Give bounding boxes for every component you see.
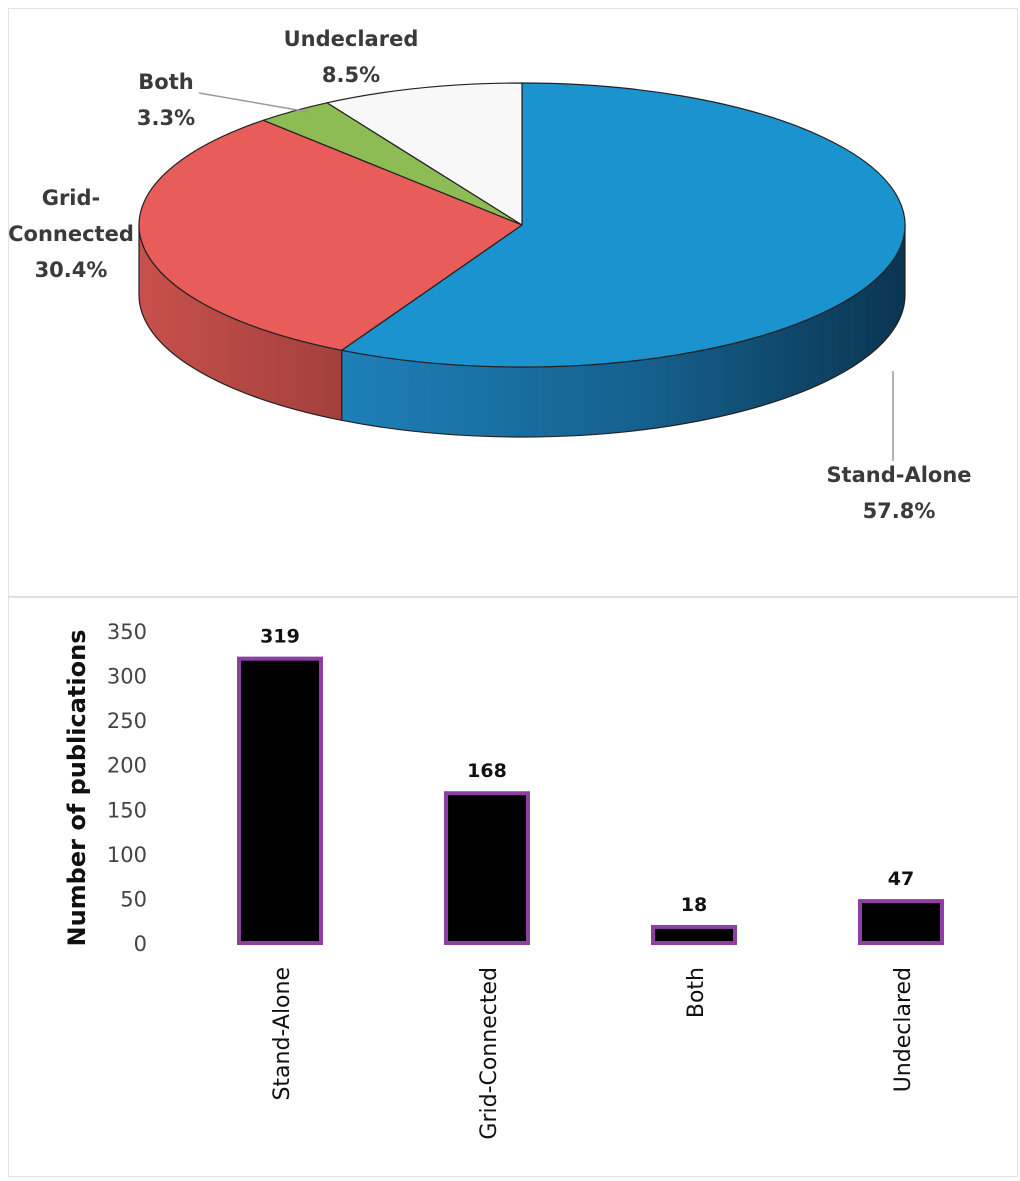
pie-chart-panel: Stand-Alone 57.8% Grid-Connected 30.4% Both 3… <box>8 8 1018 597</box>
leader-line-both <box>198 92 310 113</box>
pie-slice-undeclared <box>326 82 523 226</box>
pie-chart: Stand-Alone 57.8% Grid-Connected 30.4%Both 3… <box>8 27 971 523</box>
bar-value-label: 319 <box>260 626 300 648</box>
x-tick-label-undeclared: Undeclared <box>891 967 916 1092</box>
bar-chart-panel: 350 300 250 200 150 100 50 0 Number of publicati… <box>8 597 1018 1177</box>
pie-label-undeclared: Undeclared 8.5% <box>284 27 419 87</box>
pie-label-grid-connected: Grid-Connected 30.4% <box>9 186 134 282</box>
y-tick-label: 0 <box>134 932 147 956</box>
pie-slice-grid-connected <box>138 119 523 351</box>
x-tick-label-both: Both <box>684 967 709 1018</box>
bar-undeclared <box>858 899 944 945</box>
y-tick-label: 50 <box>120 887 147 911</box>
bar-value-label: 168 <box>467 760 507 782</box>
pie-label-stand-alone: Stand-Alone 57.8% <box>826 463 971 523</box>
bar-value-label: 18 <box>681 894 707 916</box>
bar-value-label: 47 <box>888 868 914 890</box>
y-tick-label: 350 <box>107 620 147 644</box>
bar-grid-connected <box>444 791 530 945</box>
y-axis-label: Number of publications <box>63 630 91 947</box>
bar-chart: 350 300 250 200 150 100 50 0 Number of publicati… <box>63 620 944 1140</box>
bar-stand-alone <box>237 656 323 946</box>
pie-label-both: Both 3.3% <box>137 70 195 130</box>
y-tick-label: 150 <box>107 798 147 822</box>
y-tick-label: 300 <box>107 665 147 689</box>
y-tick-label: 250 <box>107 709 147 733</box>
x-tick-label-stand-alone: Stand-Alone <box>270 967 295 1101</box>
y-tick-label: 200 <box>107 754 147 778</box>
pie-slice-stand-alone <box>341 82 906 368</box>
y-tick-label: 100 <box>107 843 147 867</box>
x-tick-label-grid-connected: Grid-Connected <box>477 967 502 1140</box>
bar-both <box>651 924 737 945</box>
